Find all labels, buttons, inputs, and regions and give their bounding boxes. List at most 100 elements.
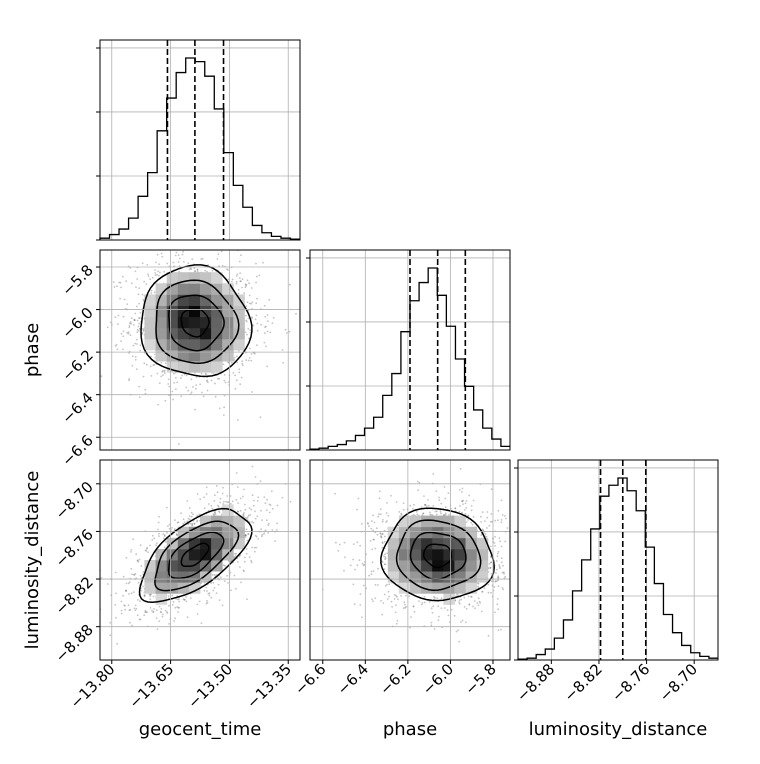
density-cell bbox=[465, 582, 478, 594]
scatter-point bbox=[93, 383, 95, 385]
density-cell bbox=[188, 361, 201, 373]
scatter-point bbox=[337, 549, 340, 552]
scatter-point bbox=[115, 343, 118, 346]
scatter-point bbox=[233, 574, 236, 577]
scatter-point bbox=[222, 564, 225, 567]
scatter-point bbox=[141, 262, 144, 265]
scatter-point bbox=[497, 579, 500, 582]
scatter-point bbox=[431, 611, 434, 614]
density-cell bbox=[166, 283, 179, 295]
scatter-point bbox=[263, 304, 266, 307]
density-cell bbox=[465, 537, 478, 550]
scatter-point bbox=[245, 534, 248, 537]
density-cell bbox=[476, 548, 489, 561]
scatter-point bbox=[150, 355, 153, 358]
scatter-point bbox=[354, 568, 356, 571]
density-cell bbox=[454, 537, 466, 550]
tick-label-x-phase: −5.8 bbox=[461, 660, 499, 698]
scatter-point bbox=[214, 512, 216, 514]
scatter-point bbox=[356, 508, 358, 511]
density-cell bbox=[222, 504, 234, 516]
scatter-point bbox=[248, 556, 251, 558]
scatter-point bbox=[134, 270, 137, 273]
scatter-point bbox=[191, 258, 194, 261]
scatter-point bbox=[500, 519, 503, 521]
scatter-point bbox=[233, 356, 236, 359]
density-cell bbox=[398, 548, 411, 561]
scatter-point bbox=[429, 511, 431, 514]
scatter-point bbox=[155, 609, 158, 611]
scatter-point bbox=[241, 278, 244, 280]
scatter-point bbox=[274, 540, 276, 542]
scatter-point bbox=[177, 521, 180, 523]
scatter-point bbox=[218, 511, 221, 514]
density-cell bbox=[410, 582, 422, 594]
scatter-point bbox=[234, 553, 236, 555]
scatter-point bbox=[125, 589, 127, 592]
scatter-point bbox=[463, 596, 466, 599]
scatter-point bbox=[123, 604, 126, 607]
scatter-point bbox=[260, 509, 262, 512]
scatter-point bbox=[161, 243, 163, 245]
scatter-point bbox=[157, 528, 160, 531]
scatter-point bbox=[266, 519, 268, 522]
density-cell bbox=[188, 548, 201, 561]
scatter-point bbox=[158, 535, 160, 537]
scatter-point bbox=[447, 492, 450, 494]
scatter-point bbox=[128, 322, 131, 325]
scatter-point bbox=[145, 611, 148, 614]
scatter-point bbox=[226, 501, 229, 504]
scatter-point bbox=[138, 287, 141, 289]
scatter-point bbox=[244, 283, 247, 286]
scatter-point bbox=[190, 515, 193, 518]
scatter-point bbox=[222, 246, 224, 248]
scatter-point bbox=[145, 547, 148, 550]
scatter-point bbox=[146, 611, 149, 613]
density-cell bbox=[454, 548, 466, 561]
scatter-point bbox=[215, 485, 218, 487]
scatter-point bbox=[382, 602, 385, 604]
scatter-point bbox=[190, 511, 193, 514]
scatter-point bbox=[144, 549, 147, 552]
scatter-point bbox=[223, 379, 226, 382]
scatter-point bbox=[222, 363, 225, 366]
tick-label-x-phase: −6.6 bbox=[291, 660, 329, 698]
scatter-point bbox=[405, 605, 407, 608]
scatter-point bbox=[127, 331, 130, 333]
scatter-point bbox=[248, 302, 251, 305]
scatter-point bbox=[117, 314, 120, 317]
scatter-point bbox=[93, 597, 95, 599]
tick-label-x-phase: −6.4 bbox=[334, 660, 372, 698]
scatter-point bbox=[380, 599, 382, 602]
scatter-point bbox=[243, 488, 245, 491]
scatter-point bbox=[252, 521, 255, 524]
scatter-point bbox=[230, 361, 233, 364]
scatter-point bbox=[122, 330, 125, 333]
scatter-point bbox=[497, 575, 500, 578]
scatter-point bbox=[120, 332, 123, 335]
density-cell bbox=[432, 526, 444, 539]
scatter-point bbox=[380, 536, 383, 539]
joint-border bbox=[99, 459, 301, 661]
scatter-point bbox=[133, 318, 136, 321]
scatter-point bbox=[127, 604, 130, 606]
density-cell bbox=[144, 316, 156, 329]
scatter-point bbox=[232, 372, 235, 374]
scatter-point bbox=[185, 374, 188, 377]
scatter-point bbox=[459, 505, 461, 507]
scatter-point bbox=[363, 563, 366, 566]
scatter-point bbox=[490, 572, 493, 575]
density-cell bbox=[177, 526, 190, 539]
scatter-point bbox=[183, 599, 186, 601]
scatter-point bbox=[167, 383, 170, 385]
scatter-point bbox=[198, 513, 201, 516]
scatter-point bbox=[237, 292, 240, 295]
scatter-point bbox=[487, 591, 490, 594]
scatter-point bbox=[343, 541, 346, 544]
scatter-point bbox=[488, 524, 491, 527]
scatter-point bbox=[139, 349, 142, 352]
scatter-point bbox=[420, 506, 423, 509]
scatter-point bbox=[114, 604, 117, 606]
scatter-point bbox=[128, 352, 131, 354]
scatter-point bbox=[480, 534, 483, 537]
